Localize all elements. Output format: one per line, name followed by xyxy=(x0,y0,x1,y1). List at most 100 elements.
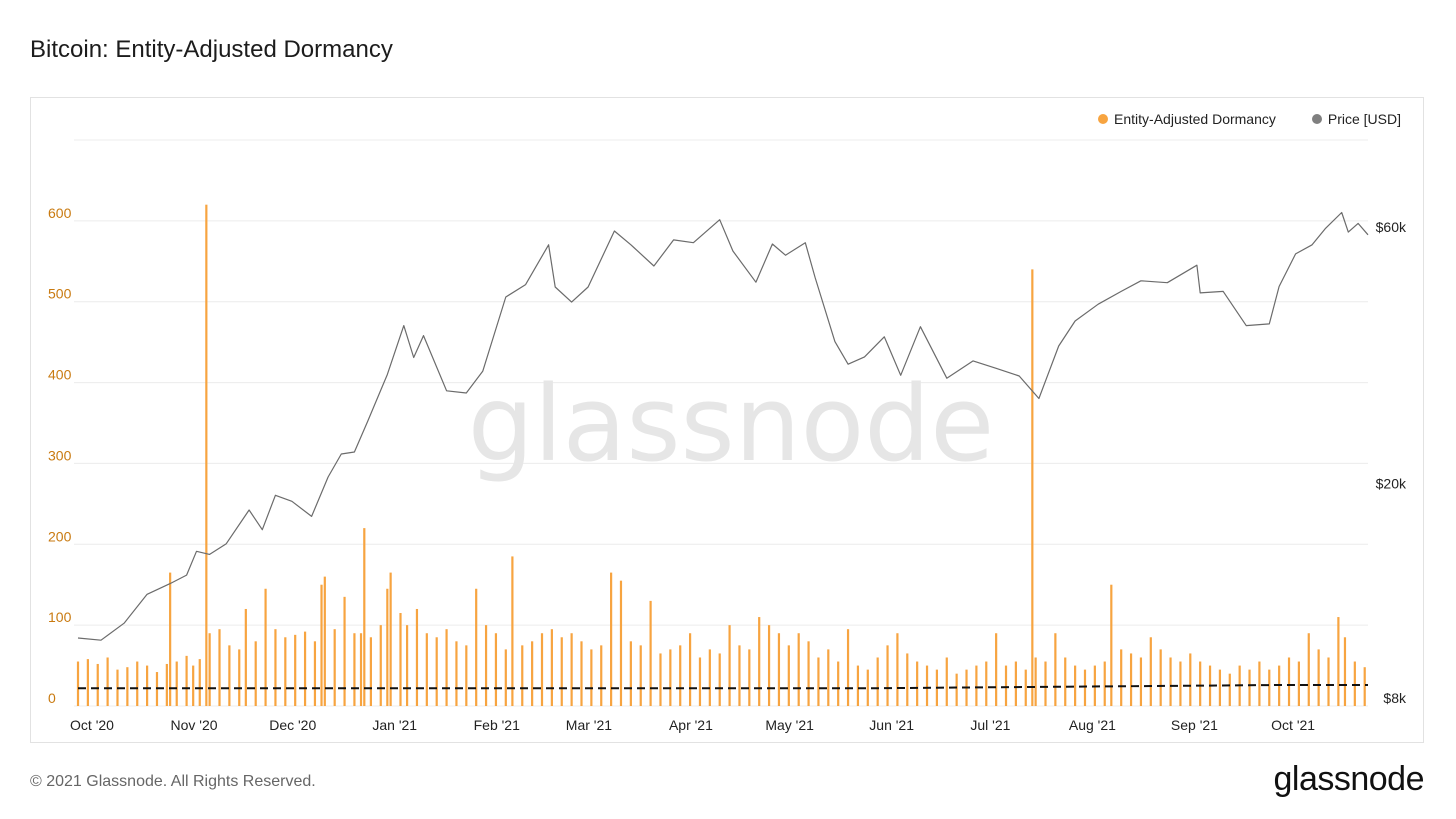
dormancy-bar xyxy=(198,659,201,706)
dormancy-bar xyxy=(896,633,899,706)
dormancy-bar xyxy=(274,629,277,706)
y-right-tick-label: $8k xyxy=(1383,690,1407,706)
dormancy-bar xyxy=(175,661,178,706)
dormancy-bar xyxy=(1287,657,1291,706)
dormancy-bar xyxy=(688,633,692,706)
glassnode-logo[interactable]: glassnode xyxy=(1273,760,1424,798)
dormancy-bar xyxy=(1120,649,1123,706)
dormancy-bar xyxy=(146,665,149,706)
dormancy-bar xyxy=(208,633,211,706)
dormancy-bar xyxy=(399,613,402,706)
dormancy-bar xyxy=(415,608,419,706)
dormancy-bar xyxy=(649,600,652,706)
dormancy-bar xyxy=(1317,649,1320,706)
dormancy-bar xyxy=(465,645,468,706)
dormancy-bar xyxy=(916,661,919,706)
dormancy-bar xyxy=(787,645,790,706)
dormancy-bar xyxy=(540,633,544,706)
y-left-tick-label: 600 xyxy=(48,205,72,221)
x-tick-label: Apr '21 xyxy=(669,717,713,733)
x-tick-label: Jun '21 xyxy=(869,717,914,733)
dormancy-bar xyxy=(767,625,771,706)
dormancy-bar xyxy=(1044,661,1047,706)
y-left-tick-label: 200 xyxy=(48,528,72,544)
dormancy-bar xyxy=(363,528,366,706)
legend-price-swatch xyxy=(1311,114,1322,124)
x-axis-ticks: Oct '20 Nov '20 Dec '20 Jan '21 Feb '21 Mar '… xyxy=(70,717,1315,733)
dormancy-bar xyxy=(504,649,507,706)
dormancy-bar xyxy=(1363,667,1366,706)
y-right-tick-label: $20k xyxy=(1376,476,1407,492)
dormancy-bar xyxy=(475,588,478,706)
x-tick-label: Mar '21 xyxy=(566,717,612,733)
y-left-ticks: 0 100 200 300 400 500 600 xyxy=(48,205,72,706)
dormancy-bar xyxy=(1074,665,1077,706)
dormancy-bar xyxy=(264,588,267,706)
dormancy-bar xyxy=(550,629,553,706)
dormancy-bar xyxy=(738,645,741,706)
dormancy-bar xyxy=(1054,633,1057,706)
dormancy-bar xyxy=(379,625,382,706)
dormancy-bar xyxy=(975,665,978,706)
y-left-tick-label: 0 xyxy=(48,690,56,706)
dormancy-bar xyxy=(455,641,458,706)
dormancy-bar xyxy=(846,629,850,706)
dormancy-bar xyxy=(1159,649,1162,706)
dormancy-bar xyxy=(797,633,800,706)
dormancy-bar xyxy=(718,653,721,706)
dormancy-bar xyxy=(333,629,336,706)
dormancy-bar xyxy=(758,617,761,706)
dormancy-dashed-line xyxy=(78,684,1368,690)
dormancy-bar xyxy=(136,661,139,706)
dormancy-bar xyxy=(1307,633,1310,706)
dormancy-bar xyxy=(817,657,820,706)
dormancy-bar xyxy=(1169,657,1172,706)
dormancy-bar xyxy=(876,657,879,706)
dormancy-bar xyxy=(1064,657,1067,706)
x-tick-label: Jul '21 xyxy=(970,717,1010,733)
dormancy-bar xyxy=(165,663,168,706)
dormancy-bar xyxy=(386,588,389,706)
legend: Entity-Adjusted Dormancy Price [USD] xyxy=(1098,111,1401,127)
dormancy-bar xyxy=(531,641,534,706)
dormancy-bar xyxy=(827,649,830,706)
dormancy-bar xyxy=(218,629,221,706)
dormancy-bar xyxy=(629,641,632,706)
dormancy-bar xyxy=(600,645,603,706)
dormancy-bar xyxy=(886,645,889,706)
dormancy-bar xyxy=(106,657,109,706)
dormancy-bar xyxy=(185,655,188,706)
dormancy-bar xyxy=(1103,661,1106,706)
watermark-text: glassnode xyxy=(468,363,995,485)
dormancy-bar xyxy=(1353,661,1356,706)
dormancy-bar xyxy=(405,625,409,706)
legend-item-dormancy[interactable]: Entity-Adjusted Dormancy xyxy=(1098,111,1276,127)
x-tick-label: Oct '21 xyxy=(1271,717,1315,733)
dormancy-bar xyxy=(96,663,99,706)
dormancy-bar xyxy=(494,633,498,706)
dormancy-bar xyxy=(228,645,231,706)
dormancy-bar xyxy=(906,653,909,706)
dormancy-bar xyxy=(560,637,563,706)
x-tick-label: Feb '21 xyxy=(474,717,520,733)
dormancy-bar xyxy=(343,596,346,706)
dormancy-bar xyxy=(521,645,524,706)
dormancy-bar xyxy=(1149,637,1152,706)
dormancy-bar xyxy=(1268,669,1271,706)
legend-item-price[interactable]: Price [USD] xyxy=(1311,111,1401,127)
x-tick-label: Oct '20 xyxy=(70,717,114,733)
dormancy-bar xyxy=(76,661,80,706)
copyright-text: © 2021 Glassnode. All Rights Reserved. xyxy=(30,773,316,790)
dormancy-bar xyxy=(425,633,428,706)
dormancy-bar xyxy=(445,629,448,706)
dormancy-bar xyxy=(679,645,682,706)
page-title: Bitcoin: Entity-Adjusted Dormancy xyxy=(30,36,393,63)
watermark: glassnode xyxy=(468,363,995,485)
price-line xyxy=(77,211,1369,641)
x-tick-label: Sep '21 xyxy=(1171,717,1218,733)
dormancy-bar xyxy=(807,641,810,706)
chart-panel xyxy=(30,97,1424,743)
dormancy-bar xyxy=(192,665,195,706)
dormancy-bar xyxy=(777,633,781,706)
x-tick-label: Nov '20 xyxy=(170,717,217,733)
